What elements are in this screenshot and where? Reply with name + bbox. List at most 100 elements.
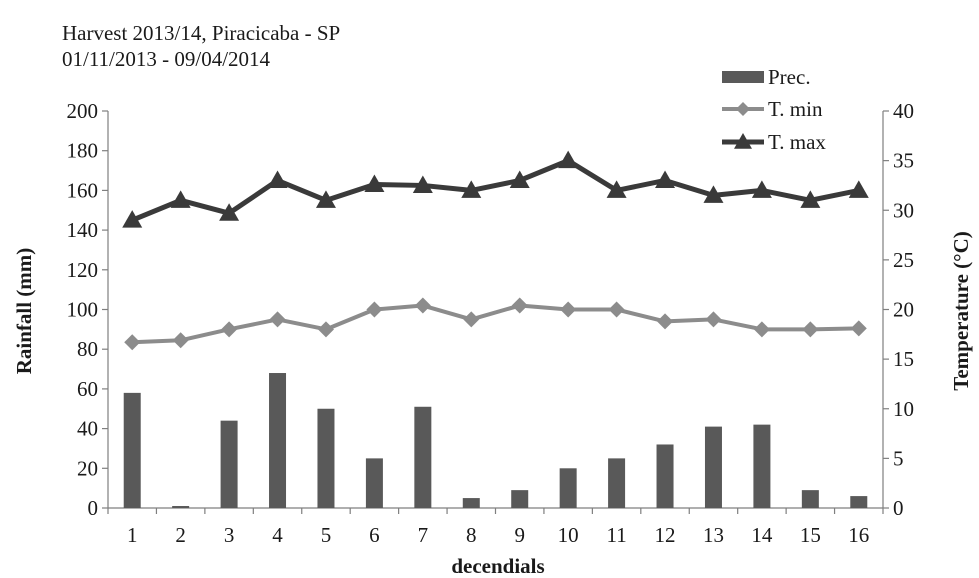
t-min-marker — [172, 332, 189, 349]
y-left-tick-label: 80 — [77, 337, 98, 361]
t-min-marker — [366, 301, 383, 318]
precipitation-bar — [414, 406, 432, 508]
t-max-marker — [509, 170, 530, 188]
chart-title-line-2: 01/11/2013 - 09/04/2014 — [62, 47, 271, 71]
t-max-marker — [703, 185, 724, 203]
precipitation-bar — [801, 490, 819, 508]
t-min-marker — [657, 313, 674, 330]
x-tick-label: 5 — [321, 523, 332, 547]
legend-swatch-prec — [722, 71, 764, 83]
legend-marker-t-max — [734, 133, 752, 149]
x-tick-label: 1 — [127, 523, 138, 547]
y-left-tick-label: 60 — [77, 377, 98, 401]
t-max-marker — [655, 170, 676, 188]
y-left-tick-label: 40 — [77, 417, 98, 441]
precipitation-bar — [511, 490, 529, 508]
chart-title-line-1: Harvest 2013/14, Piracicaba - SP — [62, 21, 340, 45]
tick-labels: 0204060801001201401601802000510152025303… — [67, 99, 915, 547]
temperature-lines — [122, 150, 869, 351]
t-max-marker — [848, 180, 869, 198]
precipitation-bar — [608, 458, 626, 508]
y-right-tick-label: 15 — [893, 347, 914, 371]
y-left-tick-label: 200 — [67, 99, 99, 123]
t-max-marker — [219, 203, 240, 221]
y-axis-right-title: Temperature (°C) — [949, 231, 973, 390]
t-min-marker — [560, 301, 577, 318]
y-left-tick-label: 180 — [67, 139, 99, 163]
y-right-tick-label: 35 — [893, 149, 914, 173]
legend: Prec. T. min T. max — [722, 65, 826, 154]
x-tick-label: 3 — [224, 523, 235, 547]
t-max-marker — [364, 174, 385, 192]
precipitation-bar — [317, 408, 335, 508]
t-max-marker — [267, 170, 288, 188]
t-max-marker — [461, 180, 482, 198]
precipitation-bar — [172, 506, 190, 508]
t-min-marker — [269, 311, 286, 328]
legend-marker-t-min — [736, 102, 750, 116]
t-min-marker — [753, 321, 770, 338]
precipitation-bar — [269, 373, 287, 508]
t-min-marker — [124, 334, 141, 351]
precipitation-bar — [123, 392, 141, 508]
t-min-marker — [802, 321, 819, 338]
t-min-marker — [221, 321, 238, 338]
y-axis-left-title: Rainfall (mm) — [12, 248, 36, 375]
x-axis-title: decendials — [451, 554, 544, 578]
x-tick-label: 12 — [655, 523, 676, 547]
precipitation-bar — [220, 420, 238, 508]
x-tick-label: 15 — [800, 523, 821, 547]
y-left-tick-label: 120 — [67, 258, 99, 282]
t-max-marker — [122, 210, 143, 228]
precipitation-bar — [656, 444, 674, 508]
t-max-marker — [170, 190, 191, 208]
t-min-marker — [705, 311, 722, 328]
t-min-marker — [414, 297, 431, 314]
y-left-tick-label: 160 — [67, 178, 99, 202]
y-right-tick-label: 30 — [893, 198, 914, 222]
t-min-marker — [463, 311, 480, 328]
legend-label-prec: Prec. — [768, 65, 811, 89]
t-min-line — [132, 303, 859, 345]
y-right-tick-label: 40 — [893, 99, 914, 123]
t-min-marker — [850, 320, 867, 337]
legend-label-t-max: T. max — [768, 130, 826, 154]
x-tick-label: 4 — [272, 523, 283, 547]
precipitation-bar — [462, 498, 480, 508]
y-right-tick-label: 5 — [893, 446, 904, 470]
t-max-marker — [800, 190, 821, 208]
x-tick-label: 2 — [175, 523, 186, 547]
precipitation-bar — [704, 426, 722, 508]
y-left-tick-label: 0 — [88, 496, 99, 520]
x-tick-label: 7 — [418, 523, 429, 547]
y-right-tick-label: 20 — [893, 298, 914, 322]
legend-label-t-min: T. min — [768, 97, 823, 121]
t-max-marker — [751, 180, 772, 198]
precipitation-bar — [559, 468, 577, 508]
t-min-marker — [317, 321, 334, 338]
precipitation-bar — [753, 424, 771, 508]
t-max-marker — [412, 175, 433, 193]
x-tick-label: 11 — [606, 523, 626, 547]
y-right-tick-label: 0 — [893, 496, 904, 520]
y-right-tick-label: 10 — [893, 397, 914, 421]
x-tick-label: 8 — [466, 523, 477, 547]
t-max-marker — [606, 180, 627, 198]
y-right-tick-label: 25 — [893, 248, 914, 272]
x-tick-label: 6 — [369, 523, 380, 547]
precipitation-bars — [123, 373, 868, 508]
x-tick-label: 9 — [514, 523, 525, 547]
precipitation-bar — [850, 496, 868, 508]
x-tick-label: 10 — [558, 523, 579, 547]
t-max-marker — [558, 150, 579, 169]
y-left-tick-label: 100 — [67, 298, 99, 322]
t-min-marker — [511, 297, 528, 314]
t-max-marker — [315, 190, 336, 208]
x-tick-label: 16 — [848, 523, 869, 547]
y-left-tick-label: 140 — [67, 218, 99, 242]
t-min-marker — [608, 301, 625, 318]
x-tick-label: 14 — [751, 523, 773, 547]
y-left-tick-label: 20 — [77, 456, 98, 480]
x-tick-label: 13 — [703, 523, 724, 547]
